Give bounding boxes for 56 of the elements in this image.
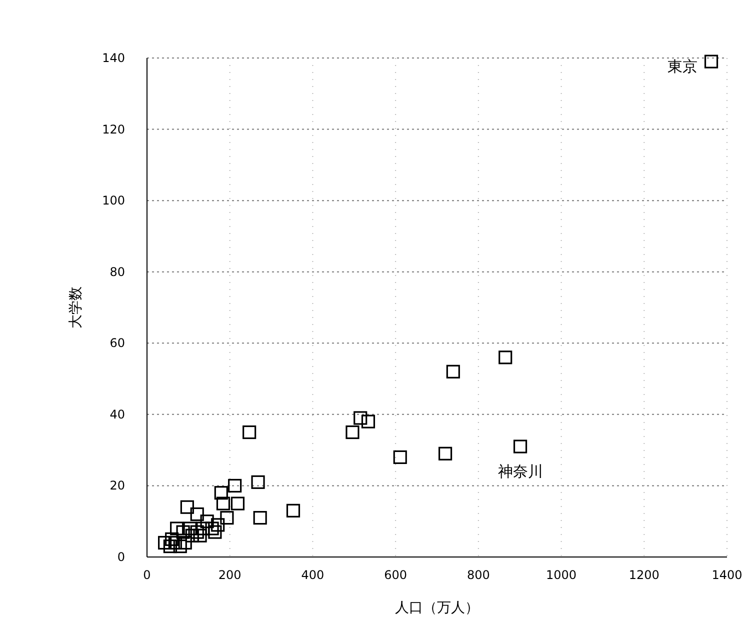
y-tick-label: 0 [117, 550, 125, 564]
x-tick-label: 0 [143, 568, 151, 582]
point [183, 522, 197, 536]
y-axis-title: 大学数 [68, 286, 84, 328]
x-tick-label: 1400 [712, 568, 742, 582]
point [208, 525, 222, 539]
point [446, 364, 460, 378]
point [200, 514, 214, 528]
y-tick-label: 80 [110, 264, 125, 279]
point [286, 504, 300, 518]
annotation: 神奈川 [498, 462, 543, 481]
point [214, 486, 228, 500]
point [216, 496, 230, 510]
point [346, 425, 360, 440]
point [185, 528, 199, 542]
y-tick-label: 100 [102, 194, 125, 208]
x-tick-label: 200 [218, 568, 242, 582]
point [190, 507, 204, 522]
y-tick-label: 20 [110, 478, 125, 493]
point [361, 414, 376, 428]
point [176, 525, 190, 539]
point [158, 536, 172, 550]
annotation: 東京 [667, 58, 698, 76]
point [168, 536, 182, 550]
point [165, 532, 179, 546]
x-tick-label: 600 [384, 568, 408, 582]
point [438, 446, 452, 460]
point [393, 450, 407, 464]
x-tick-label: 400 [301, 568, 324, 582]
point [170, 522, 184, 536]
y-tick-label: 60 [110, 336, 125, 350]
point [211, 518, 225, 532]
x-tick-label: 1200 [628, 568, 660, 582]
point [178, 536, 192, 550]
point [173, 540, 187, 554]
x-axis-title: 人口（万人） [395, 600, 479, 616]
point [193, 528, 207, 542]
point [205, 522, 219, 536]
point [354, 411, 368, 425]
point [251, 475, 265, 489]
point [253, 510, 267, 525]
point [190, 525, 204, 539]
point [163, 540, 177, 554]
point [220, 510, 234, 525]
y-tick-label: 40 [110, 407, 125, 422]
point [230, 496, 245, 510]
point [513, 440, 528, 454]
y-tick-label: 120 [102, 122, 125, 136]
x-tick-label: 1000 [546, 568, 577, 582]
x-tick-label: 800 [466, 568, 490, 582]
point [180, 500, 194, 514]
y-tick-label: 140 [102, 51, 125, 65]
point [704, 54, 718, 68]
point [498, 350, 512, 364]
point [228, 478, 242, 493]
point [242, 425, 256, 440]
